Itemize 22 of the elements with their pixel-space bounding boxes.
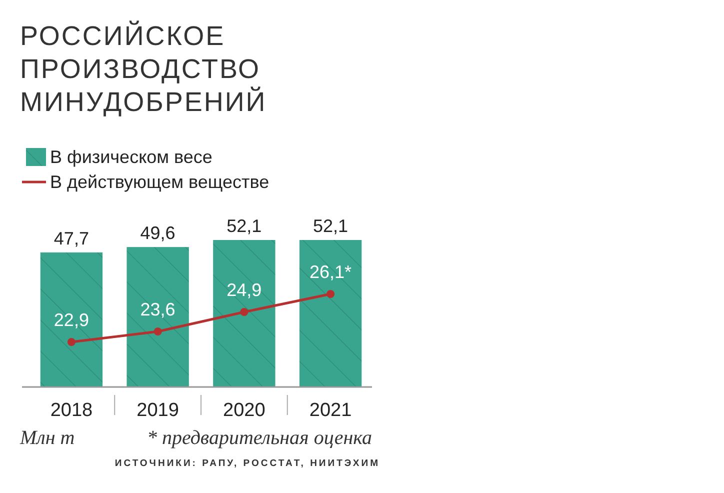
data-label: 52,1 <box>226 216 262 236</box>
data-label: 22,9 <box>54 310 89 330</box>
point <box>154 328 162 336</box>
x-tick-label: 2020 <box>223 400 266 421</box>
point <box>240 308 248 316</box>
legend-label: В действующем веществе <box>50 172 270 192</box>
text: ИСТОЧНИКИ: РАПУ, РОССТАТ, НИИТЭХИМ <box>114 458 380 469</box>
data-label: 23,6 <box>140 300 176 320</box>
x-tick-label: 2018 <box>50 400 93 421</box>
text: Млн т <box>19 427 75 449</box>
chart-title: РОССИЙСКОЕ ПРОИЗВОДСТВО МИНУДОБРЕНИЙ <box>20 20 267 117</box>
x-tick-label: 2021 <box>309 400 352 421</box>
point <box>67 338 76 346</box>
x-tick-label: 2019 <box>136 400 179 421</box>
data-label: 49,6 <box>140 223 176 244</box>
text: * предварительная оценка <box>146 427 372 449</box>
data-label: 24,9 <box>226 280 262 300</box>
data-label: 52,1 <box>313 216 348 236</box>
data-label: 47,7 <box>54 228 89 248</box>
data-label: 26,1* <box>310 262 352 282</box>
point <box>326 290 335 298</box>
legend-label: В физическом весе <box>50 147 212 167</box>
